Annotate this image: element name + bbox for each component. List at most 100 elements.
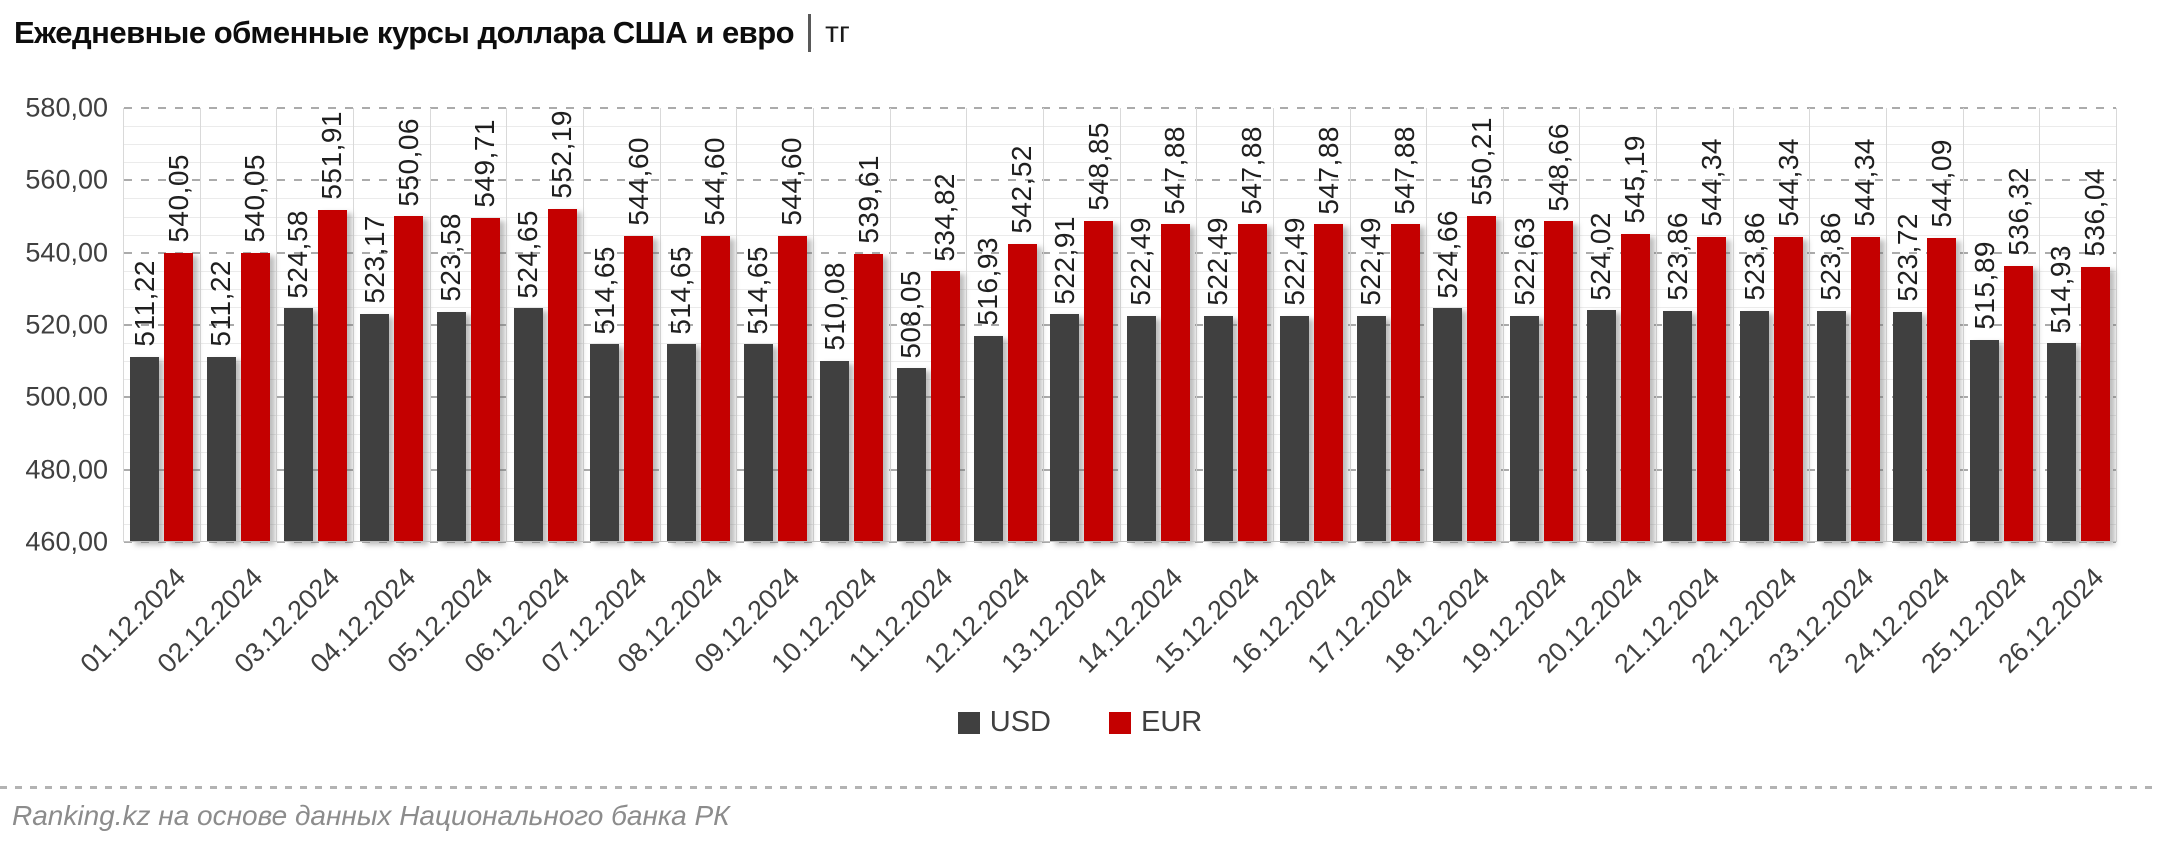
legend-item-eur: EUR — [1109, 706, 1202, 739]
usd-bar-slot: 510,08 — [818, 108, 850, 542]
y-tick-label: 500,00 — [25, 381, 108, 412]
usd-bar — [1126, 316, 1156, 542]
eur-bar-slot: 544,34 — [1849, 108, 1881, 542]
usd-bar — [973, 336, 1003, 542]
usd-bar — [283, 308, 313, 542]
eur-bar-slot: 545,19 — [1619, 108, 1651, 542]
usd-value-label: 522,49 — [1202, 217, 1234, 306]
bar-group: 510,08 539,61 — [814, 108, 891, 542]
eur-bar-slot: 544,60 — [776, 108, 807, 542]
eur-bar — [1390, 224, 1420, 542]
eur-bar-slot: 544,34 — [1773, 108, 1804, 542]
usd-bar-slot: 522,49 — [1279, 108, 1310, 542]
usd-bar — [820, 360, 850, 542]
eur-bar-slot: 552,19 — [546, 108, 577, 542]
usd-bar-slot: 516,93 — [972, 108, 1003, 542]
usd-bar-slot: 522,49 — [1355, 108, 1386, 542]
eur-value-label: 542,52 — [1006, 144, 1038, 234]
x-label-cell: 26.12.2024 — [1992, 548, 2117, 698]
eur-bar — [547, 208, 577, 542]
usd-value-label: 511,22 — [128, 260, 160, 347]
bar-group: 514,65 544,60 — [584, 108, 661, 542]
eur-value-label: 548,85 — [1082, 122, 1114, 211]
usd-bar-slot: 523,58 — [435, 108, 467, 542]
title-pipe-separator — [808, 14, 812, 52]
usd-bar-slot: 514,65 — [742, 108, 774, 542]
eur-value-label: 540,05 — [162, 153, 194, 243]
usd-bar — [1356, 316, 1386, 542]
y-tick-label: 580,00 — [25, 92, 108, 123]
usd-bar — [360, 313, 390, 542]
eur-bar — [470, 217, 500, 542]
usd-value-label: 524,65 — [512, 209, 544, 299]
usd-bar-slot: 511,22 — [128, 108, 160, 542]
usd-bar-slot: 514,65 — [665, 108, 696, 542]
eur-value-label: 547,88 — [1236, 125, 1268, 215]
eur-bar — [1467, 215, 1497, 542]
eur-bar-slot: 550,06 — [393, 108, 424, 542]
eur-bar — [1084, 220, 1114, 542]
eur-value-label: 550,21 — [1465, 117, 1497, 206]
eur-bar — [1160, 224, 1190, 542]
usd-bar-slot: 511,22 — [205, 108, 237, 542]
eur-value-label: 544,34 — [1695, 138, 1727, 227]
usd-value-label: 524,02 — [1585, 211, 1617, 301]
eur-bar — [1544, 221, 1574, 542]
eur-value-label: 545,19 — [1619, 135, 1651, 224]
bar-group: 524,02 545,19 — [1580, 108, 1658, 542]
usd-bar — [666, 344, 696, 542]
eur-bar-slot: 550,21 — [1465, 108, 1497, 542]
eur-value-label: 544,60 — [622, 137, 654, 227]
eur-bar — [1237, 224, 1267, 542]
bar-chart-plot-area: 511,22 540,05 511,22 540,05 524,58 551,91 523,… — [123, 107, 2117, 543]
eur-legend-swatch — [1109, 711, 1131, 734]
usd-value-label: 514,65 — [742, 245, 774, 335]
eur-legend-label: EUR — [1141, 706, 1203, 738]
bar-group: 523,72 544,09 — [1887, 108, 1964, 542]
usd-bar — [1280, 316, 1310, 542]
usd-bar — [206, 356, 236, 542]
eur-value-label: 539,61 — [852, 155, 884, 245]
eur-value-label: 544,34 — [1849, 138, 1881, 227]
usd-bar — [1050, 314, 1080, 542]
eur-value-label: 544,09 — [1925, 139, 1957, 228]
usd-value-label: 510,08 — [818, 262, 850, 351]
eur-bar-slot: 540,05 — [239, 108, 270, 542]
x-axis-line — [124, 541, 2116, 542]
eur-bar — [2080, 267, 2110, 542]
x-axis-labels: 01.12.2024 02.12.2024 03.12.2024 04.12.2024… — [75, 548, 2117, 698]
bar-group: 508,05 534,82 — [891, 108, 968, 542]
eur-bar — [930, 271, 960, 542]
usd-bar — [1740, 311, 1770, 542]
bar-group: 524,65 552,19 — [507, 108, 584, 542]
usd-bar-slot: 524,66 — [1432, 108, 1463, 542]
bar-group: 511,22 540,05 — [201, 108, 278, 542]
usd-value-label: 523,58 — [435, 213, 467, 303]
bar-group: 522,49 547,88 — [1121, 108, 1198, 542]
usd-bar-slot: 514,65 — [589, 108, 620, 542]
usd-value-label: 511,22 — [205, 260, 237, 347]
eur-bar — [1774, 236, 1804, 542]
bar-group: 522,49 547,88 — [1351, 108, 1428, 542]
bar-group: 523,17 550,06 — [354, 108, 431, 542]
eur-bar-slot: 536,04 — [2079, 108, 2110, 542]
eur-bar-slot: 544,60 — [622, 108, 654, 542]
bar-group: 523,58 549,71 — [431, 108, 508, 542]
eur-bar — [777, 236, 807, 542]
usd-bar — [1893, 311, 1923, 542]
usd-bar-slot: 524,58 — [282, 108, 313, 542]
eur-bar-slot: 539,61 — [852, 108, 884, 542]
eur-value-label: 544,60 — [699, 137, 731, 227]
usd-bar-slot: 523,17 — [359, 108, 390, 542]
eur-bar — [1314, 224, 1344, 542]
eur-bar — [164, 252, 194, 542]
y-tick-label: 540,00 — [25, 237, 108, 268]
usd-bar — [1970, 339, 2000, 542]
usd-bar — [2046, 343, 2076, 542]
eur-value-label: 549,71 — [469, 118, 501, 208]
legend: USD EUR — [0, 706, 2160, 739]
eur-bar-slot: 547,88 — [1389, 108, 1420, 542]
bar-group: 514,65 544,60 — [661, 108, 738, 542]
bar-group: 523,86 544,34 — [1657, 108, 1734, 542]
eur-bar-slot: 547,88 — [1313, 108, 1344, 542]
